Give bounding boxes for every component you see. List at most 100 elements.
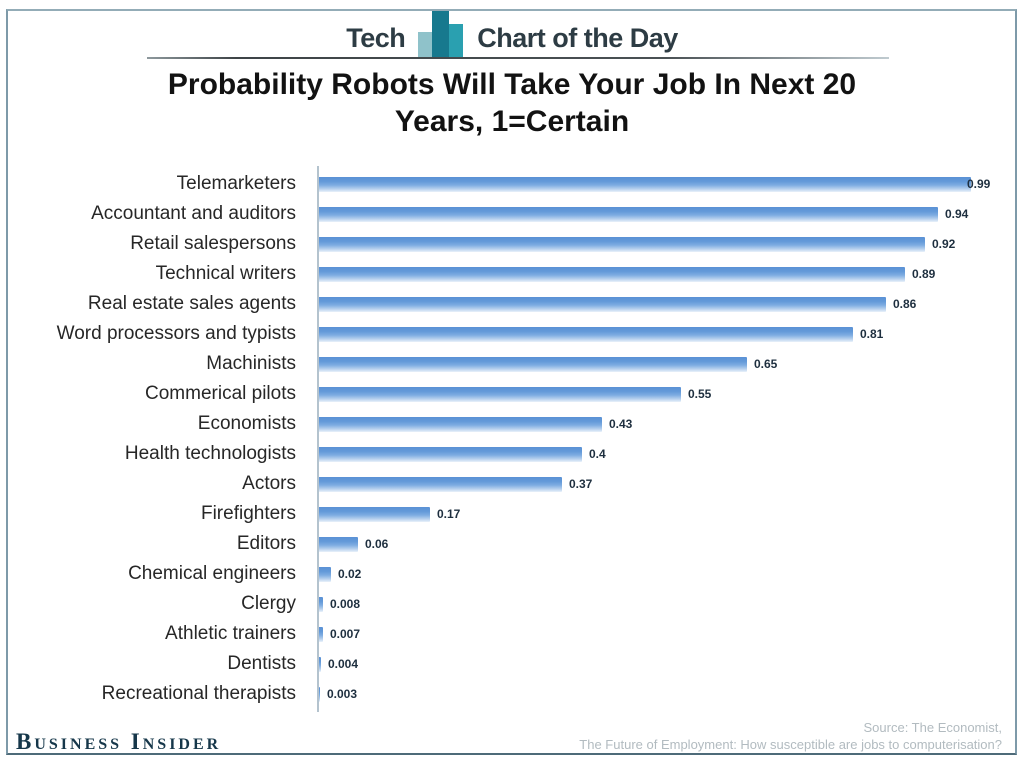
chart-title-line-2: Years, 1=Certain (394, 105, 630, 138)
bar (318, 236, 925, 252)
bar-track: 0.02 (318, 566, 362, 582)
bar-chart-icon-bar-middle (432, 11, 450, 58)
chart-title-line-1: Probability Robots Will Take Your Job In… (167, 68, 857, 101)
chart-row: Word processors and typists 0.81 (0, 319, 1016, 349)
category-label: Editors (236, 533, 296, 554)
bar-track: 0.65 (318, 356, 778, 372)
chart-row: Chemical engineers 0.02 (0, 559, 1016, 589)
category-label: Accountant and auditors (91, 203, 296, 224)
bar-value-label: 0.007 (330, 627, 361, 641)
bar-track: 0.17 (318, 506, 461, 522)
category-label: Retail salespersons (130, 233, 296, 254)
bar-track: 0.06 (318, 536, 389, 552)
bar (318, 356, 747, 372)
bar-track: 0.92 (318, 236, 956, 252)
brand-chart-of-the-day-label: Chart of the Day (477, 23, 678, 53)
source-line-2: The Future of Employment: How susceptibl… (579, 737, 1002, 752)
bar-value-label: 0.06 (365, 537, 389, 551)
bar-track: 0.004 (318, 656, 359, 672)
bar-value-label: 0.99 (967, 177, 991, 191)
bar-value-label: 0.17 (437, 507, 461, 521)
bar (318, 326, 853, 342)
category-label: Machinists (206, 353, 296, 374)
bar-value-label: 0.02 (338, 567, 362, 581)
bar-value-label: 0.004 (328, 657, 359, 671)
bar-chart-icon (418, 11, 464, 58)
bar (318, 296, 886, 312)
category-label: Real estate sales agents (87, 293, 296, 314)
category-label: Word processors and typists (56, 323, 296, 344)
bar-track: 0.003 (318, 686, 358, 702)
chart-row: Commerical pilots 0.55 (0, 379, 1016, 409)
category-label: Commerical pilots (145, 383, 296, 404)
chart-row: Editors 0.06 (0, 529, 1016, 559)
bar (318, 266, 905, 282)
bar-value-label: 0.65 (754, 357, 778, 371)
bar (318, 686, 320, 702)
bar-track: 0.4 (318, 446, 606, 462)
bar-track: 0.89 (318, 266, 936, 282)
category-label: Economists (197, 413, 296, 434)
bar (318, 446, 582, 462)
chart-row: Athletic trainers 0.007 (0, 619, 1016, 649)
bar-chart-icon-bar-right (449, 24, 464, 58)
bar-value-label: 0.4 (589, 447, 606, 461)
category-label: Firefighters (200, 503, 296, 524)
source-line-1: Source: The Economist, (863, 720, 1003, 735)
chart-row: Actors 0.37 (0, 469, 1016, 499)
bar-value-label: 0.003 (327, 687, 358, 701)
chart-row: Technical writers 0.89 (0, 259, 1016, 289)
chart-row: Retail salespersons 0.92 (0, 229, 1016, 259)
chart-row: Firefighters 0.17 (0, 499, 1016, 529)
category-label: Recreational therapists (101, 683, 296, 704)
bar-track: 0.55 (318, 386, 712, 402)
chart-row: Clergy 0.008 (0, 589, 1016, 619)
bar-track: 0.81 (318, 326, 884, 342)
category-label: Clergy (241, 593, 296, 614)
bar-value-label: 0.81 (860, 327, 884, 341)
chart-row: Recreational therapists 0.003 (0, 679, 1016, 709)
chart-frame (6, 9, 1017, 755)
bar-track: 0.37 (318, 476, 593, 492)
chart-row: Accountant and auditors 0.94 (0, 199, 1016, 229)
bar-value-label: 0.43 (609, 417, 633, 431)
bar (318, 416, 602, 432)
bar-value-label: 0.37 (569, 477, 593, 491)
bar-value-label: 0.89 (912, 267, 936, 281)
bar-track: 0.43 (318, 416, 633, 432)
bar-chart-icon-bar-left (418, 32, 433, 58)
chart-row: Dentists 0.004 (0, 649, 1016, 679)
category-label: Athletic trainers (165, 623, 296, 644)
bar (318, 566, 331, 582)
business-insider-logo: Business Insider (16, 729, 222, 754)
category-label: Dentists (227, 653, 296, 674)
chart-plot-area: Telemarketers 0.99 Accountant and auditors… (0, 169, 1016, 709)
chart-row: Machinists 0.65 (0, 349, 1016, 379)
chart-row: Telemarketers 0.99 (0, 169, 1016, 199)
bar (318, 206, 938, 222)
bar (318, 476, 562, 492)
category-label: Telemarketers (176, 173, 296, 194)
category-label: Actors (242, 473, 296, 494)
category-label: Technical writers (155, 263, 296, 284)
chart-title: Probability Robots Will Take Your Job In… (0, 66, 1024, 140)
header-divider (147, 57, 889, 59)
chart-row: Real estate sales agents 0.86 (0, 289, 1016, 319)
bar-value-label: 0.92 (932, 237, 956, 251)
bar (318, 536, 358, 552)
bar (318, 506, 430, 522)
bar-value-label: 0.86 (893, 297, 917, 311)
source-attribution: Source: The Economist, The Future of Emp… (579, 719, 1002, 753)
masthead: Tech Chart of the Day (0, 11, 1024, 58)
bar-value-label: 0.55 (688, 387, 712, 401)
bar (318, 656, 321, 672)
bar (318, 386, 681, 402)
y-axis-line (317, 166, 319, 712)
bar-track: 0.94 (318, 206, 969, 222)
brand-tech-label: Tech (346, 23, 406, 53)
bar-track: 0.99 (318, 176, 991, 192)
bar (318, 596, 323, 612)
bar (318, 626, 323, 642)
bar-value-label: 0.94 (945, 207, 969, 221)
bar-track: 0.007 (318, 626, 361, 642)
